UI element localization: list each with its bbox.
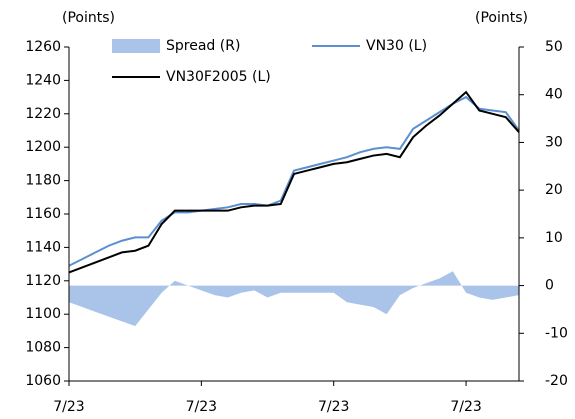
y-tick-label: 1240	[25, 72, 61, 88]
x-tick-label: 7/23	[318, 399, 349, 415]
legend-label: VN30F2005 (L)	[166, 69, 271, 85]
y2-tick-label: 30	[545, 134, 563, 150]
y2-tick-label: 20	[545, 182, 563, 198]
legend-label: VN30 (L)	[366, 38, 427, 54]
y-tick-label: 1180	[25, 173, 61, 189]
y2-tick-label: 40	[545, 87, 563, 103]
series-line	[68, 95, 520, 267]
y2-tick-label: 50	[545, 39, 563, 55]
y2-tick-label: -10	[545, 325, 568, 341]
legend-label: Spread (R)	[166, 38, 240, 54]
x-tick-label: 7/23	[450, 399, 481, 415]
y-tick-label: 1100	[25, 306, 61, 322]
series-line	[68, 90, 520, 274]
y-tick-label: 1080	[25, 340, 61, 356]
y-tick-label: 1200	[25, 139, 61, 155]
y2-tick-label: 10	[545, 230, 563, 246]
spread-area	[69, 271, 519, 327]
x-tick-label: 7/23	[186, 399, 217, 415]
x-tick-label: 7/23	[53, 399, 84, 415]
y-tick-label: 1260	[25, 39, 61, 55]
y2-axis-label: (Points)	[475, 10, 528, 26]
y-tick-label: 1220	[25, 106, 61, 122]
legend-swatch	[112, 39, 160, 53]
y2-tick-label: -20	[545, 373, 568, 389]
y-tick-label: 1120	[25, 273, 61, 289]
y-axis-label: (Points)	[62, 10, 115, 26]
y-tick-label: 1060	[25, 373, 61, 389]
y-tick-label: 1140	[25, 239, 61, 255]
y2-tick-label: 0	[545, 278, 554, 294]
y-tick-label: 1160	[25, 206, 61, 222]
